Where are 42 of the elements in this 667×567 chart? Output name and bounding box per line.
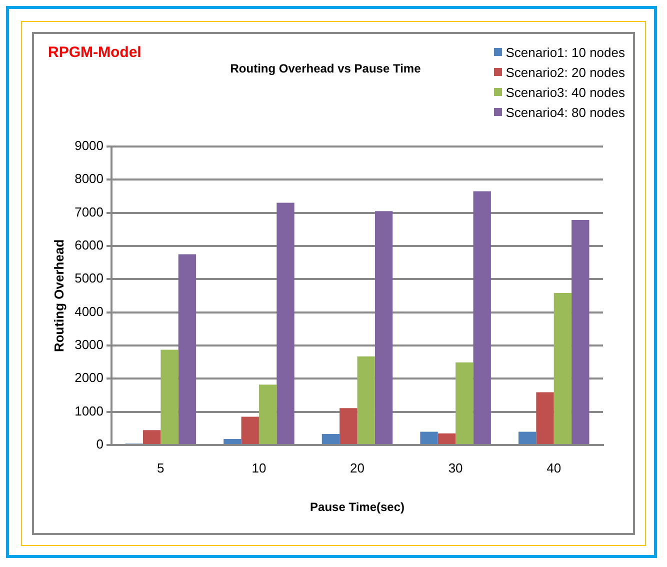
bar <box>224 439 242 444</box>
y-tick-label: 5000 <box>74 270 104 286</box>
bar <box>241 416 259 444</box>
bar <box>420 432 438 444</box>
y-tick-label: 1000 <box>74 403 104 418</box>
x-tick-label: 5 <box>157 460 164 476</box>
y-axis-title: Routing Overhead <box>51 239 66 352</box>
bar <box>473 191 491 444</box>
x-tick-label: 10 <box>252 460 266 476</box>
y-tick-label: 4000 <box>74 304 104 319</box>
chart-title: Routing Overhead vs Pause Time <box>230 62 422 76</box>
text: RPGM-Model <box>48 44 142 61</box>
legend-label: Scenario3: 40 nodes <box>506 84 625 100</box>
bar <box>258 384 277 444</box>
y-tick-label: 6000 <box>74 238 104 253</box>
bar <box>142 430 161 444</box>
legend-label: Scenario4: 80 nodes <box>506 104 625 120</box>
y-tick-label: 9000 <box>74 138 104 153</box>
bar <box>518 432 536 444</box>
x-tick-label: 40 <box>546 460 562 476</box>
bar <box>438 433 456 444</box>
bar <box>178 254 196 444</box>
x-tick-label: 20 <box>350 460 364 476</box>
bar <box>357 356 375 444</box>
y-tick-label: 7000 <box>74 204 104 220</box>
bar <box>160 350 178 444</box>
bar <box>340 408 358 444</box>
y-tick-label: 2000 <box>74 370 104 386</box>
x-axis-title: Pause Time(sec) <box>310 500 405 514</box>
bar <box>322 434 340 444</box>
legend-label: Scenario1: 10 nodes <box>506 44 625 60</box>
bar <box>572 220 590 444</box>
y-tick-label: 0 <box>96 436 104 452</box>
bar <box>554 293 572 444</box>
x-tick-label: 30 <box>448 460 463 476</box>
y-tick-label: 8000 <box>74 171 104 186</box>
bar <box>536 392 554 444</box>
y-tick-label: 3000 <box>74 337 104 352</box>
bar <box>374 211 393 444</box>
legend-label: Scenario2: 20 nodes <box>506 64 625 80</box>
bar <box>456 362 474 444</box>
bar <box>276 202 294 444</box>
